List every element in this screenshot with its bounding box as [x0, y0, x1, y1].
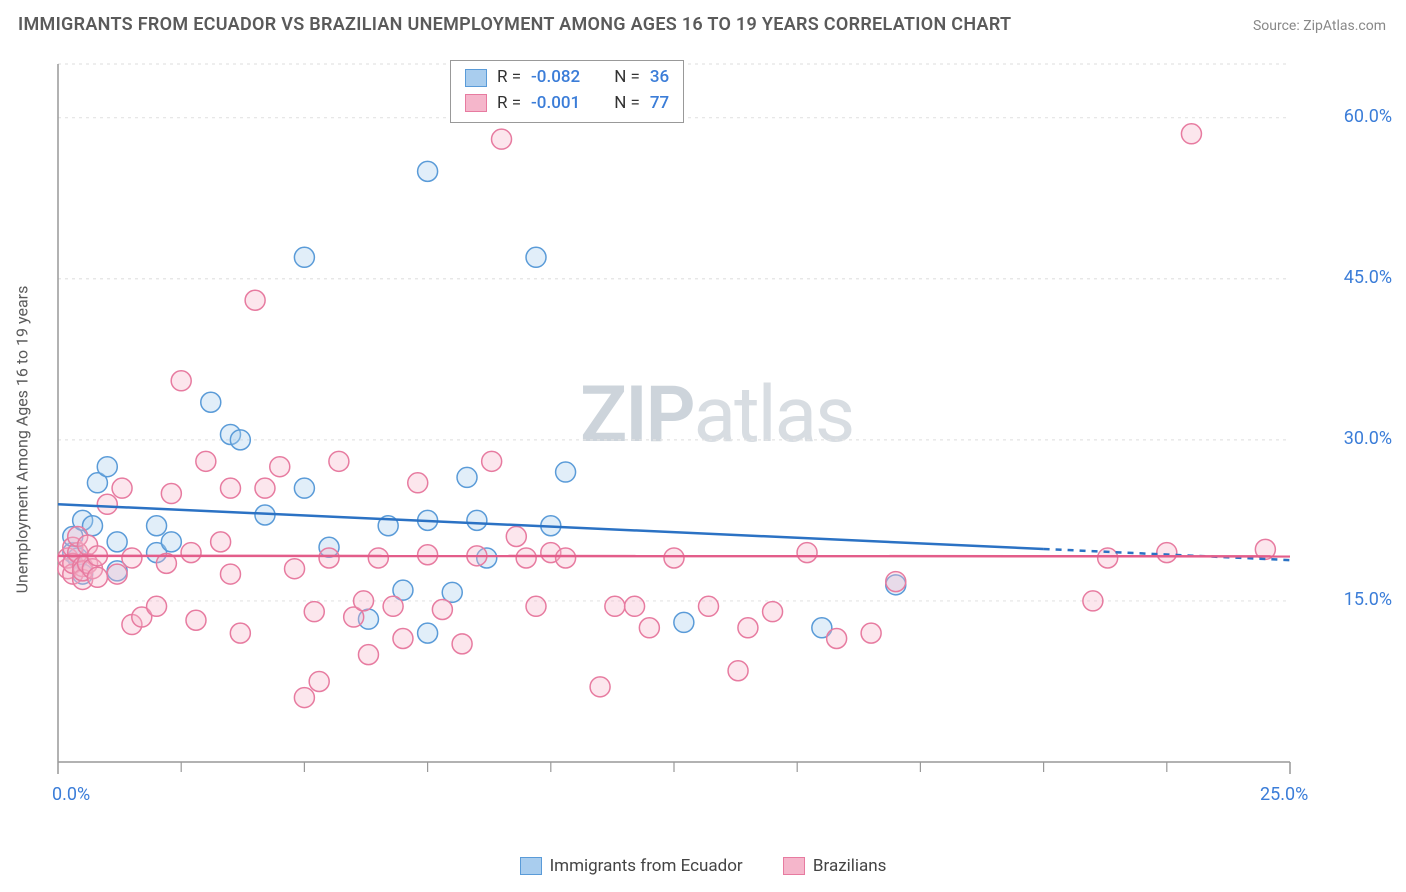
source-attribution: Source: ZipAtlas.com	[1253, 18, 1386, 34]
swatch-brazilians	[783, 857, 805, 875]
y-axis-label: Unemployment Among Ages 16 to 19 years	[13, 286, 32, 594]
x-tick-min: 0.0%	[52, 784, 90, 805]
r-label: R =	[497, 65, 521, 91]
chart-container: IMMIGRANTS FROM ECUADOR VS BRAZILIAN UNE…	[0, 0, 1406, 892]
legend-item-ecuador: Immigrants from Ecuador	[520, 856, 743, 876]
n-value-brazilians: 77	[650, 91, 669, 117]
y-tick-3: 60.0%	[1344, 106, 1392, 127]
legend-item-brazilians: Brazilians	[783, 856, 887, 876]
n-label: N =	[614, 65, 640, 91]
r-label: R =	[497, 91, 521, 117]
r-value-brazilians: -0.001	[531, 91, 580, 117]
y-tick-0: 15.0%	[1344, 589, 1392, 610]
series-legend: Immigrants from Ecuador Brazilians	[0, 856, 1406, 880]
legend-label-brazilians: Brazilians	[813, 856, 887, 876]
plot-area	[50, 60, 1350, 810]
y-tick-1: 30.0%	[1344, 428, 1392, 449]
swatch-ecuador	[465, 69, 487, 87]
plot-svg	[50, 60, 1350, 810]
r-value-ecuador: -0.082	[531, 65, 580, 91]
y-tick-2: 45.0%	[1344, 267, 1392, 288]
stats-row-brazilians: R = -0.001 N = 77	[465, 91, 669, 117]
n-value-ecuador: 36	[650, 65, 669, 91]
n-label: N =	[614, 91, 640, 117]
legend-label-ecuador: Immigrants from Ecuador	[550, 856, 743, 876]
stats-row-ecuador: R = -0.082 N = 36	[465, 65, 669, 91]
swatch-brazilians	[465, 94, 487, 112]
swatch-ecuador	[520, 857, 542, 875]
x-tick-max: 25.0%	[1260, 784, 1308, 805]
stats-legend: R = -0.082 N = 36 R = -0.001 N = 77	[450, 60, 684, 123]
chart-title: IMMIGRANTS FROM ECUADOR VS BRAZILIAN UNE…	[18, 14, 1011, 35]
